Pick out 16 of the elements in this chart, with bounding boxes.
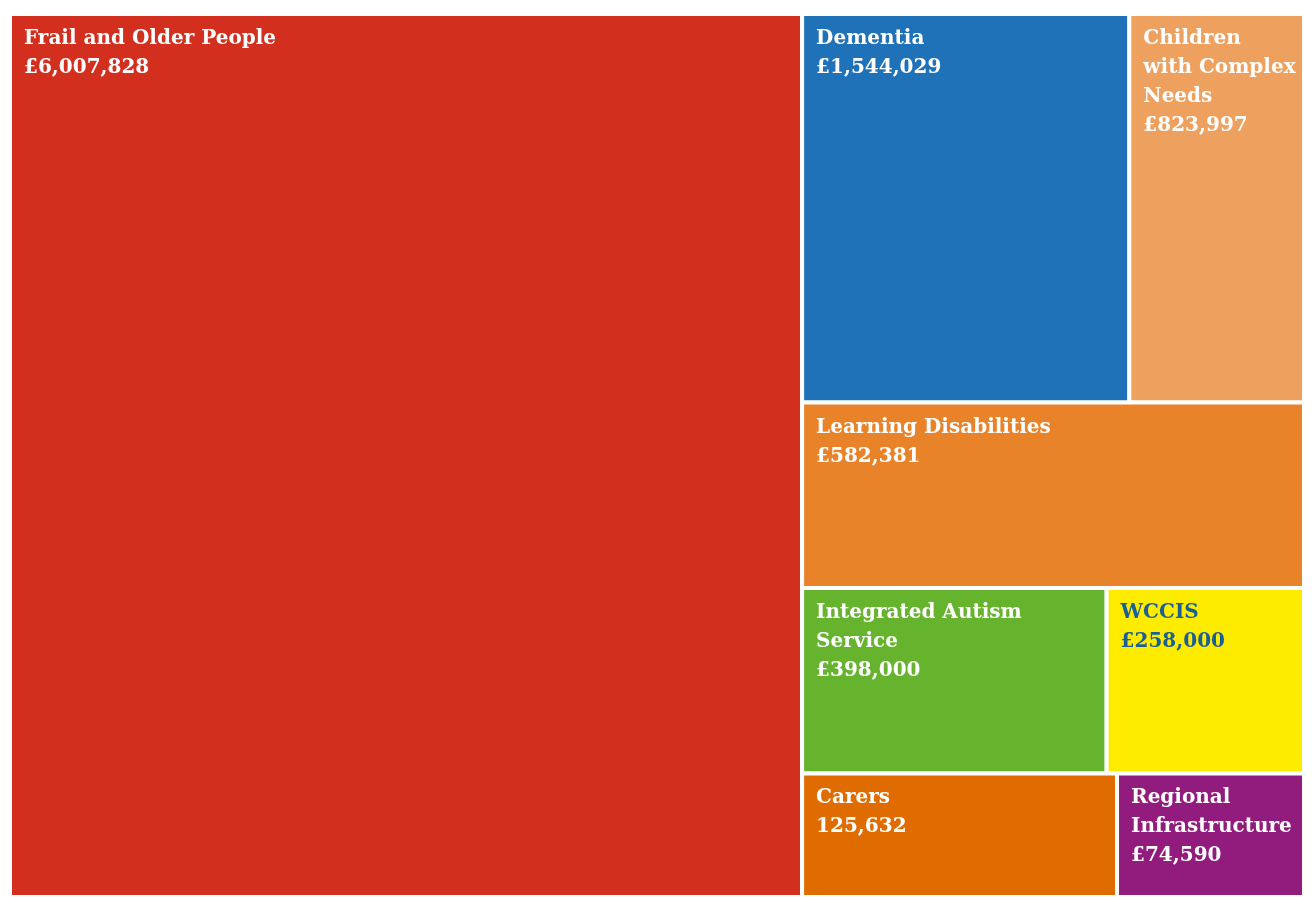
data-label: £258,000 — [1120, 627, 1225, 652]
category-label: Regional Infrastructure — [1131, 784, 1292, 838]
category-label: Dementia — [816, 25, 925, 49]
data-label: £74,590 — [1131, 842, 1222, 867]
data-label: £582,381 — [816, 442, 921, 467]
category-label: Children with Complex Needs — [1142, 25, 1297, 107]
data-label: £398,000 — [816, 656, 921, 681]
data-label: 125,632 — [816, 813, 907, 838]
data-label: £1,544,029 — [816, 54, 942, 78]
category-label: Carers — [816, 784, 891, 809]
data-label: £6,007,828 — [24, 54, 150, 78]
category-label: WCCIS — [1119, 598, 1199, 623]
category-label: Integrated Autism Service — [816, 598, 1022, 652]
category-label: Frail and Older People — [24, 25, 277, 49]
data-label: £823,997 — [1143, 112, 1248, 136]
category-label: Learning Disabilities — [816, 413, 1051, 438]
